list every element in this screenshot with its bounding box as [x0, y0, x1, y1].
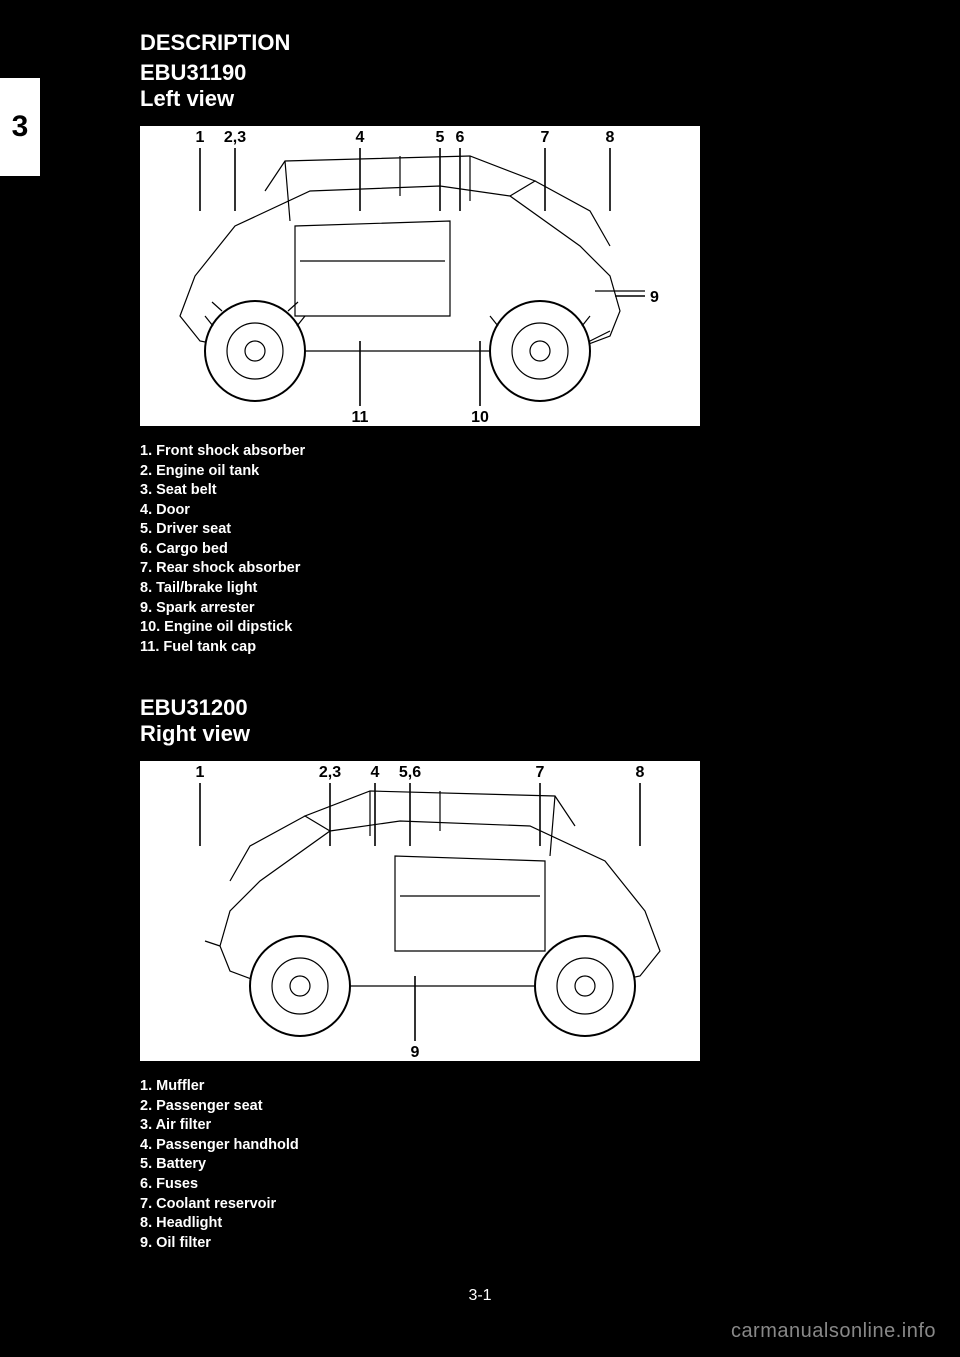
- legend-item: 2. Engine oil tank: [140, 462, 900, 482]
- vehicle-right-svg: 1 2,3 4 5,6 7 8 9: [140, 761, 700, 1061]
- callout-top-text: 1 2,3 4 56 7 8: [196, 129, 615, 146]
- chapter-number: 3: [12, 110, 29, 144]
- legend-item: 3. Seat belt: [140, 481, 900, 501]
- legend-item: 7. Rear shock absorber: [140, 559, 900, 579]
- legend-item: 11. Fuel tank cap: [140, 638, 900, 658]
- legend-item: 6. Cargo bed: [140, 540, 900, 560]
- legend-left: 1. Front shock absorber2. Engine oil tan…: [140, 442, 900, 657]
- callout-label: 8: [636, 764, 645, 781]
- callout-label: 4: [356, 129, 365, 146]
- callout-9-label: 9: [650, 289, 659, 306]
- vehicle-left-svg: 9 1 2,3 4 56 7 8 11 10: [140, 126, 700, 426]
- callout-label: 1: [196, 129, 205, 146]
- page-root: 3 DESCRIPTION EBU31190 Left view: [0, 0, 960, 1357]
- callout-label: 10: [471, 409, 489, 426]
- legend-item: 4. Passenger handhold: [140, 1136, 900, 1156]
- callout-label: 9: [411, 1044, 420, 1061]
- legend-item: 1. Muffler: [140, 1077, 900, 1097]
- section-left-heading: Left view: [140, 86, 900, 112]
- legend-item: 1. Front shock absorber: [140, 442, 900, 462]
- legend-item: 10. Engine oil dipstick: [140, 618, 900, 638]
- page-number: 3-1: [468, 1287, 491, 1305]
- callout-label: 5: [436, 129, 445, 146]
- callout-label: 1: [196, 764, 205, 781]
- legend-right: 1. Muffler2. Passenger seat3. Air filter…: [140, 1077, 900, 1253]
- section-right-heading: Right view: [140, 721, 900, 747]
- legend-item: 9. Oil filter: [140, 1234, 900, 1254]
- callout-label: 2,3: [319, 764, 341, 781]
- section-left: EBU31190 Left view: [140, 60, 900, 657]
- section-right: EBU31200 Right view: [140, 695, 900, 1253]
- legend-item: 4. Door: [140, 501, 900, 521]
- section-right-code: EBU31200: [140, 695, 900, 721]
- legend-item: 8. Headlight: [140, 1214, 900, 1234]
- callout-label: 2,3: [224, 129, 246, 146]
- chapter-tab: 3: [0, 78, 40, 176]
- legend-item: 2. Passenger seat: [140, 1097, 900, 1117]
- legend-item: 5. Driver seat: [140, 520, 900, 540]
- callout-label: 5,6: [399, 764, 421, 781]
- callout-label: 4: [371, 764, 380, 781]
- callout-bot-text-r: 9: [411, 1044, 420, 1061]
- callout-label: 6: [456, 129, 465, 146]
- legend-item: 8. Tail/brake light: [140, 579, 900, 599]
- legend-item: 5. Battery: [140, 1155, 900, 1175]
- legend-item: 9. Spark arrester: [140, 599, 900, 619]
- section-left-code: EBU31190: [140, 60, 900, 86]
- callout-top-text-r: 1 2,3 4 5,6 7 8: [196, 764, 645, 781]
- watermark: carmanualsonline.info: [731, 1320, 936, 1343]
- callout-label: 8: [606, 129, 615, 146]
- callout-label: 7: [541, 129, 550, 146]
- legend-item: 7. Coolant reservoir: [140, 1195, 900, 1215]
- callout-label: 7: [536, 764, 545, 781]
- legend-item: 6. Fuses: [140, 1175, 900, 1195]
- page-title: DESCRIPTION: [140, 30, 900, 56]
- legend-item: 3. Air filter: [140, 1116, 900, 1136]
- diagram-left: 9 1 2,3 4 56 7 8 11 10: [140, 126, 700, 426]
- diagram-right: 1 2,3 4 5,6 7 8 9: [140, 761, 700, 1061]
- callout-label: 11: [352, 409, 369, 426]
- callout-bot-text: 11 10: [352, 409, 489, 426]
